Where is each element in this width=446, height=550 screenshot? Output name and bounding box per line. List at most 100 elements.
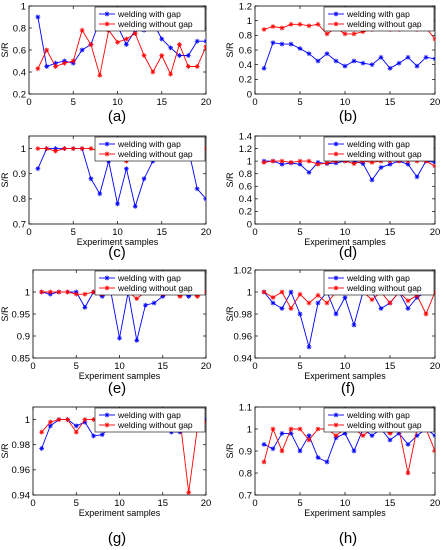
data-point <box>82 291 88 297</box>
data-point <box>115 201 120 207</box>
data-point <box>150 69 156 75</box>
y-tick-label: 1.4 <box>239 131 252 142</box>
data-point <box>261 442 267 447</box>
data-point <box>306 300 312 306</box>
y-tick-label: 0.94 <box>12 490 31 501</box>
data-point <box>185 64 191 69</box>
panel-label: (a) <box>108 108 126 125</box>
y-tick-label: 0.2 <box>239 207 252 218</box>
data-point <box>91 289 96 295</box>
legend-entry: welding with gap <box>346 410 410 420</box>
data-point <box>288 160 294 165</box>
chart-panel-f: 0 5 10 15 20 0.94 0.96 0.98 1 1.02 S/R Experiment s… <box>225 265 440 397</box>
y-tick-label: 0.4 <box>239 60 252 71</box>
y-tick-label: 1 <box>247 16 252 27</box>
y-tick-label: 0.94 <box>234 353 253 364</box>
y-tick-label: 0.4 <box>239 194 252 205</box>
data-point <box>270 40 276 46</box>
data-point <box>306 344 312 350</box>
data-point <box>279 25 285 31</box>
x-tick-label: 10 <box>340 361 351 372</box>
data-point <box>297 311 303 317</box>
y-tick-label: 0.7 <box>13 219 26 230</box>
data-point <box>306 23 312 29</box>
data-point <box>73 291 79 297</box>
data-point <box>288 289 294 295</box>
data-point <box>306 170 312 175</box>
y-tick-label: 1 <box>21 144 26 155</box>
x-axis-label: Experiment samples <box>79 508 161 518</box>
data-point <box>279 431 285 436</box>
data-point <box>39 289 45 295</box>
data-point <box>387 161 393 167</box>
y-tick-label: 0.8 <box>13 23 26 34</box>
chart-panel-d: 0 5 10 15 20 00.2 0.40.6 0.8 11.2 1.4 S/R Experimen… <box>225 131 440 261</box>
data-point <box>423 311 429 317</box>
legend-box <box>94 270 206 296</box>
data-point <box>261 65 267 71</box>
legend-box <box>323 136 435 162</box>
legend-marker <box>104 141 110 147</box>
data-point <box>70 58 76 64</box>
panel-label: (e) <box>108 380 126 397</box>
y-tick-label: 1 <box>247 287 252 298</box>
x-tick-label: 15 <box>385 97 396 108</box>
data-point <box>432 163 435 169</box>
y-tick-label: 0.8 <box>239 468 252 479</box>
data-point <box>288 21 294 27</box>
legend-box <box>94 6 206 32</box>
data-point <box>315 21 321 27</box>
legend-marker <box>333 141 339 147</box>
legend-marker <box>333 21 339 27</box>
x-axis-label: Experiment samples <box>304 508 386 518</box>
y-tick-label: 0.7 <box>239 490 252 501</box>
y-tick-label: 0.6 <box>13 45 26 56</box>
data-point <box>315 426 321 432</box>
x-tick-label: 20 <box>430 498 441 509</box>
chart-panel-a: 0 5 10 15 20 0.2 0.4 0.6 0.8 1 S/R welding with gap… <box>0 1 211 125</box>
data-point <box>194 186 200 192</box>
data-point <box>65 289 70 295</box>
data-point <box>378 54 384 60</box>
panel-label: (f) <box>341 380 355 397</box>
data-point <box>351 448 357 454</box>
data-point <box>53 64 58 69</box>
data-point <box>261 289 267 295</box>
data-point <box>261 160 267 165</box>
y-tick-label: 0.98 <box>12 440 31 451</box>
data-point <box>97 191 103 197</box>
y-tick-label: 0.2 <box>13 89 26 100</box>
data-point <box>324 160 330 166</box>
data-point <box>297 158 303 164</box>
data-point <box>185 53 191 58</box>
data-point <box>432 448 435 454</box>
data-point <box>168 45 173 51</box>
x-tick-label: 10 <box>112 97 123 108</box>
legend-entry: welding with gap <box>346 9 410 19</box>
y-tick-label: 0.9 <box>239 446 252 457</box>
data-point <box>88 42 94 47</box>
data-point <box>405 306 411 311</box>
data-point <box>414 174 420 180</box>
data-point <box>62 146 67 151</box>
data-point <box>177 53 182 58</box>
data-point <box>297 426 303 432</box>
legend-entry: welding without gap <box>346 420 422 430</box>
data-point <box>396 60 402 66</box>
data-point <box>79 27 85 33</box>
data-point <box>82 417 88 422</box>
data-point <box>91 433 96 439</box>
data-point <box>270 446 276 452</box>
data-point <box>297 21 303 27</box>
x-tick-label: 10 <box>340 227 351 238</box>
data-point <box>39 429 45 435</box>
data-point <box>39 446 45 451</box>
data-point <box>324 459 330 465</box>
data-point <box>186 490 192 495</box>
legend-marker <box>333 412 339 418</box>
y-tick-label: 1.2 <box>239 1 252 12</box>
y-tick-label: 0.98 <box>234 309 253 320</box>
data-point <box>315 58 321 64</box>
